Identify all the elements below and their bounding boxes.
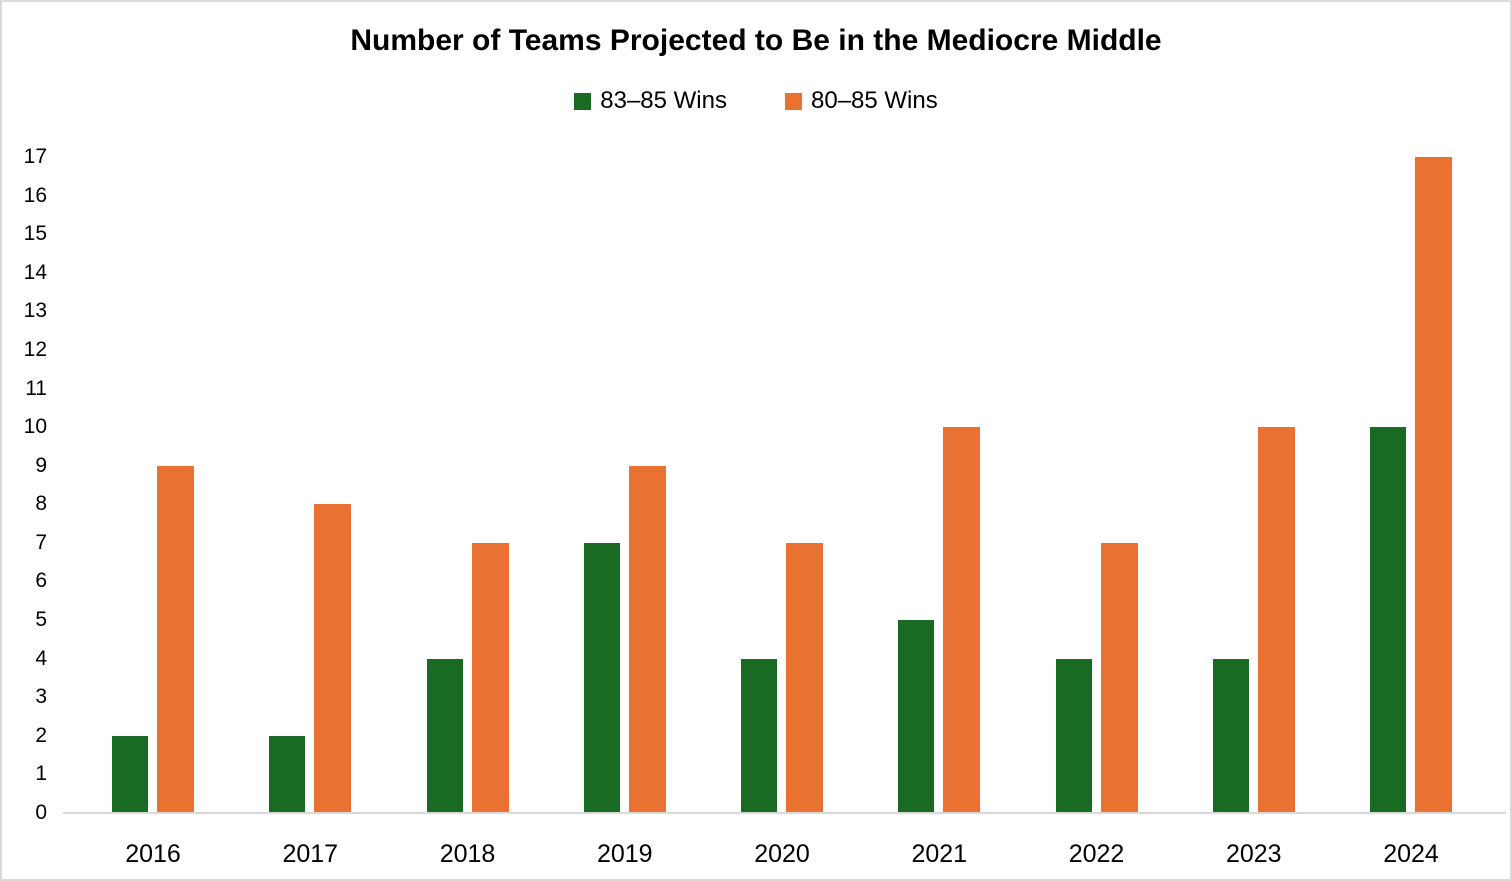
legend-swatch-orange-icon	[785, 92, 802, 110]
x-tick-label: 2016	[125, 840, 181, 868]
y-tick-label: 15	[23, 222, 47, 246]
y-tick-label: 3	[35, 685, 47, 709]
chart-title: Number of Teams Projected to Be in the M…	[350, 24, 1162, 57]
y-tick-label: 10	[23, 415, 47, 439]
x-tick-label: 2018	[439, 840, 496, 868]
bar	[314, 504, 352, 813]
bar	[741, 658, 777, 813]
legend-label-80-85-wins: 80–85 Wins	[811, 87, 938, 114]
y-tick-label: 11	[25, 376, 47, 400]
bar	[426, 658, 463, 813]
y-tick-label: 14	[23, 260, 47, 284]
y-tick-label: 5	[35, 608, 47, 632]
bar	[1370, 427, 1406, 813]
x-tick-label: 2023	[1225, 840, 1282, 868]
bar	[1415, 157, 1452, 813]
y-tick-label: 4	[35, 646, 47, 670]
x-tick-label: 2019	[596, 840, 653, 868]
legend-swatch-green-icon	[574, 92, 592, 110]
bar	[628, 465, 666, 813]
bar	[786, 542, 823, 813]
legend: 83–85 Wins 80–85 Wins	[2, 87, 1510, 115]
bar	[112, 735, 148, 813]
y-tick-label: 1	[35, 762, 47, 786]
bar	[898, 620, 935, 813]
bar	[269, 735, 306, 813]
bar	[1100, 542, 1138, 813]
y-tick-label: 2	[35, 723, 47, 747]
bar	[157, 465, 194, 813]
legend-label-83-85-wins: 83–85 Wins	[600, 87, 727, 114]
bar	[1055, 658, 1092, 813]
y-tick-label: 13	[23, 299, 47, 323]
bar	[1212, 658, 1249, 813]
y-tick-label: 0	[35, 801, 47, 824]
bar	[471, 542, 509, 813]
x-tick-label: 2017	[282, 840, 339, 868]
x-tick-label: 2024	[1383, 840, 1439, 868]
y-tick-label: 9	[35, 453, 47, 477]
legend-item-80-85-wins: 80–85 Wins	[785, 87, 938, 115]
y-tick-label: 12	[23, 337, 47, 361]
x-tick-label: 2021	[911, 840, 968, 868]
bar	[583, 542, 620, 813]
y-tick-label: 17	[23, 145, 47, 168]
y-tick-label: 8	[35, 492, 47, 516]
bar	[1257, 427, 1295, 813]
x-tick-label: 2022	[1068, 840, 1125, 868]
y-tick-label: 16	[23, 183, 47, 207]
x-tick-label: 2020	[754, 840, 810, 868]
y-tick-label: 7	[35, 530, 47, 554]
y-tick-label: 6	[35, 569, 47, 593]
bar	[943, 427, 981, 813]
legend-item-83-85-wins: 83–85 Wins	[574, 87, 727, 115]
x-axis-line	[63, 812, 1506, 814]
